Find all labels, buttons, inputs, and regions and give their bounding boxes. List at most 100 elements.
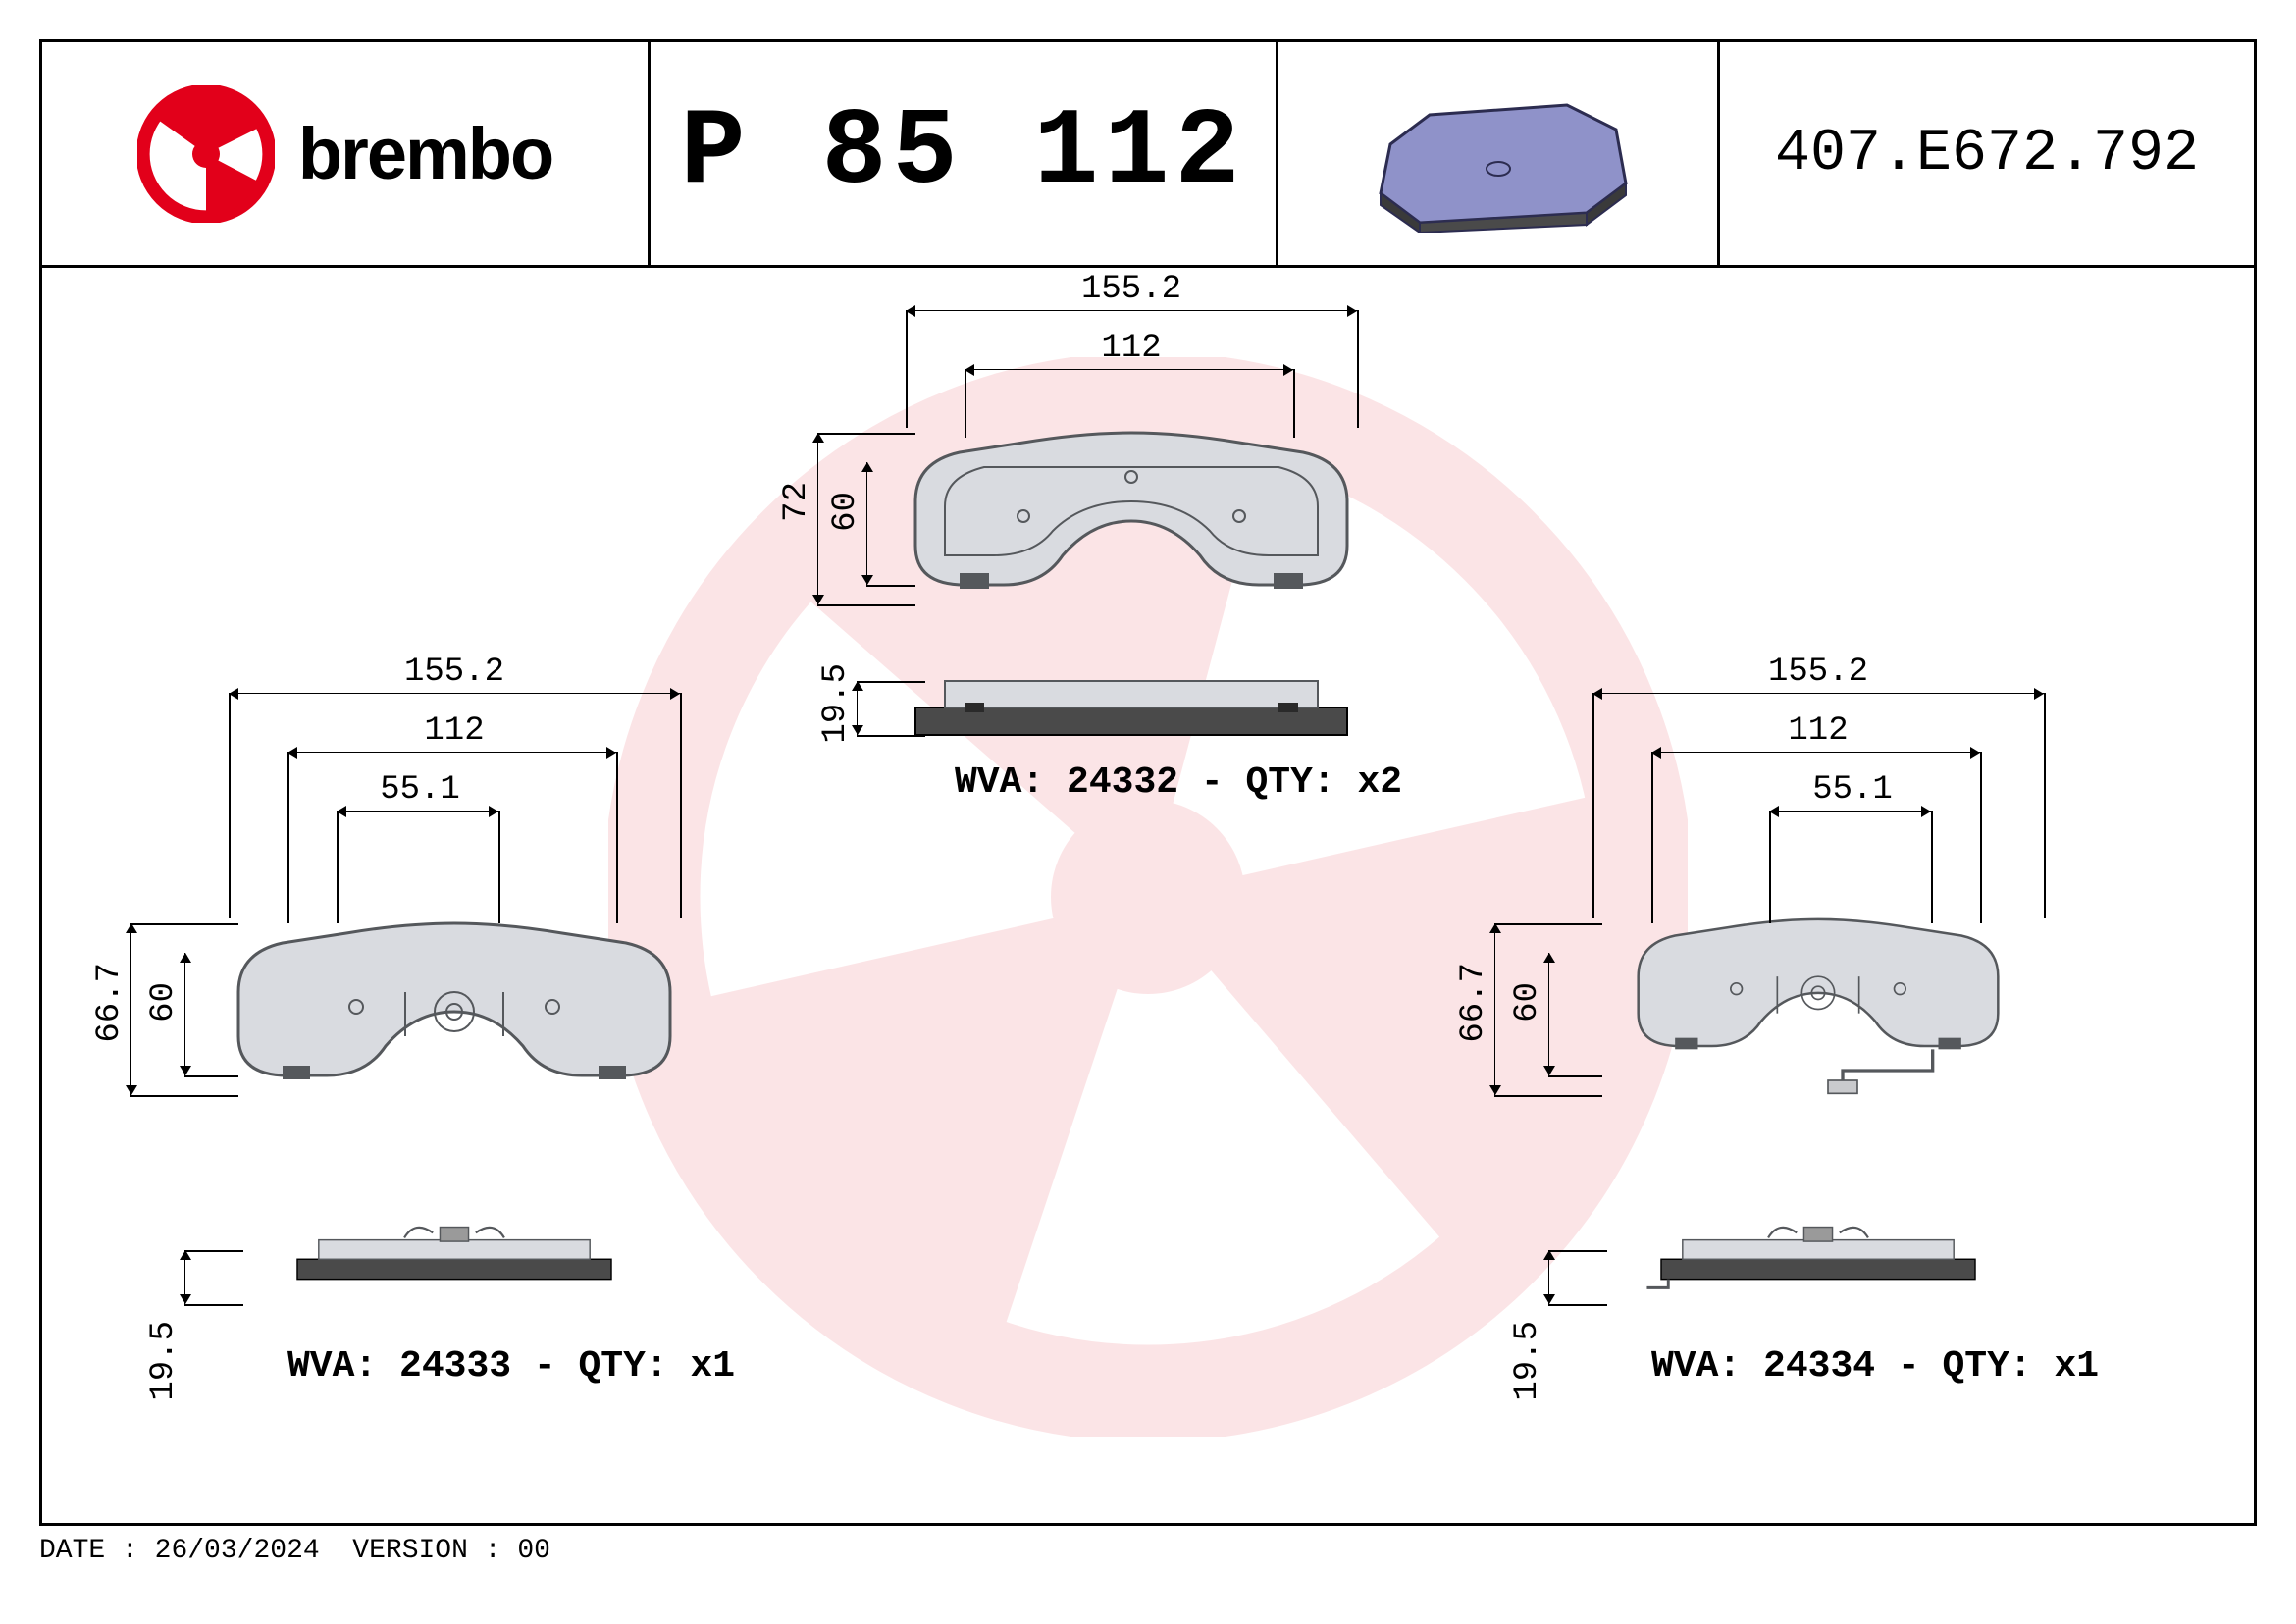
wva-top-qty: x2 xyxy=(1358,761,1403,804)
dim-ext xyxy=(1548,1304,1607,1306)
dim-line xyxy=(1769,811,1931,812)
dim-line xyxy=(1494,923,1495,1095)
view-top-side xyxy=(906,663,1357,747)
dim-line xyxy=(1651,752,1980,753)
document-number: 407.E672.792 xyxy=(1775,121,2199,187)
dim-ext xyxy=(1651,752,1653,923)
dim-line xyxy=(1548,953,1549,1075)
dim-line xyxy=(287,752,616,753)
footer-version-label: VERSION : xyxy=(352,1536,500,1566)
brake-pad-front-left xyxy=(229,899,680,1095)
dim-ext xyxy=(1769,811,1771,923)
dim-line xyxy=(857,681,858,735)
dim-line xyxy=(184,1250,185,1304)
brand-name: brembo xyxy=(298,112,552,195)
dim-line xyxy=(337,811,498,812)
dim-line xyxy=(130,923,131,1095)
view-right-side xyxy=(1592,1213,2044,1296)
dim-ext xyxy=(817,433,915,435)
dim-ext xyxy=(1494,1095,1602,1097)
wva-left-num: 24333 xyxy=(399,1345,511,1388)
brake-pad-side-top xyxy=(906,663,1357,742)
dim-ext xyxy=(498,811,500,923)
dim-right-width-inner: 112 xyxy=(1769,712,1867,750)
dim-ext xyxy=(1293,369,1295,438)
logo-cell: brembo xyxy=(42,42,651,265)
drawing-area: 155.2 112 72 60 19.5 WVA: 24332 - QTY: x… xyxy=(42,271,2254,1523)
dim-right-thickness: 19.5 xyxy=(1509,1321,1546,1401)
dim-right-height-inner: 60 xyxy=(1509,982,1546,1022)
dim-right-width-inner2: 55.1 xyxy=(1799,771,1906,809)
dim-ext xyxy=(616,752,618,923)
dim-line xyxy=(1548,1250,1549,1304)
dim-left-thickness: 19.5 xyxy=(145,1321,183,1401)
view-right-front xyxy=(1592,899,2044,1100)
title-block: brembo P 85 112 407.E672.792 xyxy=(42,42,2254,268)
dim-top-width-overall: 155.2 xyxy=(1063,271,1200,308)
dim-ext xyxy=(287,752,289,923)
dim-ext xyxy=(337,811,339,923)
view-left-front xyxy=(229,899,680,1100)
dim-ext xyxy=(229,693,231,918)
dim-line xyxy=(817,433,818,604)
dim-line xyxy=(866,462,867,585)
footer: DATE : 26/03/2024 VERSION : 00 xyxy=(39,1536,550,1566)
view-top-front xyxy=(906,408,1357,609)
dim-right-width-overall: 155.2 xyxy=(1749,654,1887,691)
dim-ext xyxy=(1357,310,1359,428)
dim-top-thickness: 19.5 xyxy=(817,663,855,744)
dim-ext xyxy=(906,310,908,428)
dim-ext xyxy=(680,693,682,918)
brake-pad-side-left xyxy=(229,1213,680,1291)
brake-pad-front-top xyxy=(906,408,1357,604)
wva-top: WVA: 24332 - QTY: x2 xyxy=(955,761,1402,804)
dim-left-height-overall: 66.7 xyxy=(91,963,129,1043)
dim-ext xyxy=(1548,1250,1607,1252)
dim-line xyxy=(229,693,680,694)
footer-version: 00 xyxy=(517,1536,550,1566)
dim-ext xyxy=(1548,1075,1602,1077)
dim-ext xyxy=(184,1250,243,1252)
wva-left: WVA: 24333 - QTY: x1 xyxy=(287,1345,735,1388)
dim-ext xyxy=(1980,752,1982,923)
dim-top-height-inner: 60 xyxy=(827,492,864,532)
dim-left-width-overall: 155.2 xyxy=(386,654,523,691)
dim-ext xyxy=(1592,693,1594,918)
dim-left-width-inner: 112 xyxy=(405,712,503,750)
dim-ext xyxy=(184,1075,238,1077)
dim-line xyxy=(965,369,1293,370)
dim-ext xyxy=(965,369,966,438)
dim-ext xyxy=(817,604,915,606)
part-number-cell: P 85 112 xyxy=(651,42,1278,265)
footer-date-label: DATE : xyxy=(39,1536,138,1566)
dim-right-height-overall: 66.7 xyxy=(1455,963,1492,1043)
dim-ext xyxy=(857,735,925,737)
brembo-logo-icon xyxy=(137,85,275,223)
dim-ext xyxy=(130,923,238,925)
dim-ext xyxy=(857,681,925,683)
brake-pad-side-right xyxy=(1592,1213,2044,1291)
dim-top-width-inner: 112 xyxy=(1082,330,1180,367)
dim-ext xyxy=(1931,811,1933,923)
dim-line xyxy=(184,953,185,1075)
view-left-side xyxy=(229,1213,680,1296)
brake-pad-isometric-icon xyxy=(1351,76,1645,233)
dim-ext xyxy=(866,585,915,587)
dim-line xyxy=(906,310,1357,311)
drawing-sheet: brembo P 85 112 407.E672.792 xyxy=(39,39,2257,1526)
brake-pad-front-right xyxy=(1592,899,2044,1095)
wva-left-qty: x1 xyxy=(691,1345,736,1388)
wva-right-num: 24334 xyxy=(1763,1345,1875,1388)
dim-top-height-overall: 72 xyxy=(778,482,815,522)
dim-ext xyxy=(130,1095,238,1097)
footer-date: 26/03/2024 xyxy=(155,1536,320,1566)
dim-line xyxy=(1592,693,2044,694)
wva-right-qty: x1 xyxy=(2055,1345,2100,1388)
document-number-cell: 407.E672.792 xyxy=(1720,42,2254,265)
wva-right: WVA: 24334 - QTY: x1 xyxy=(1651,1345,2099,1388)
isometric-cell xyxy=(1278,42,1720,265)
dim-ext xyxy=(1494,923,1602,925)
dim-left-width-inner2: 55.1 xyxy=(366,771,474,809)
wva-top-num: 24332 xyxy=(1067,761,1178,804)
dim-left-height-inner: 60 xyxy=(145,982,183,1022)
